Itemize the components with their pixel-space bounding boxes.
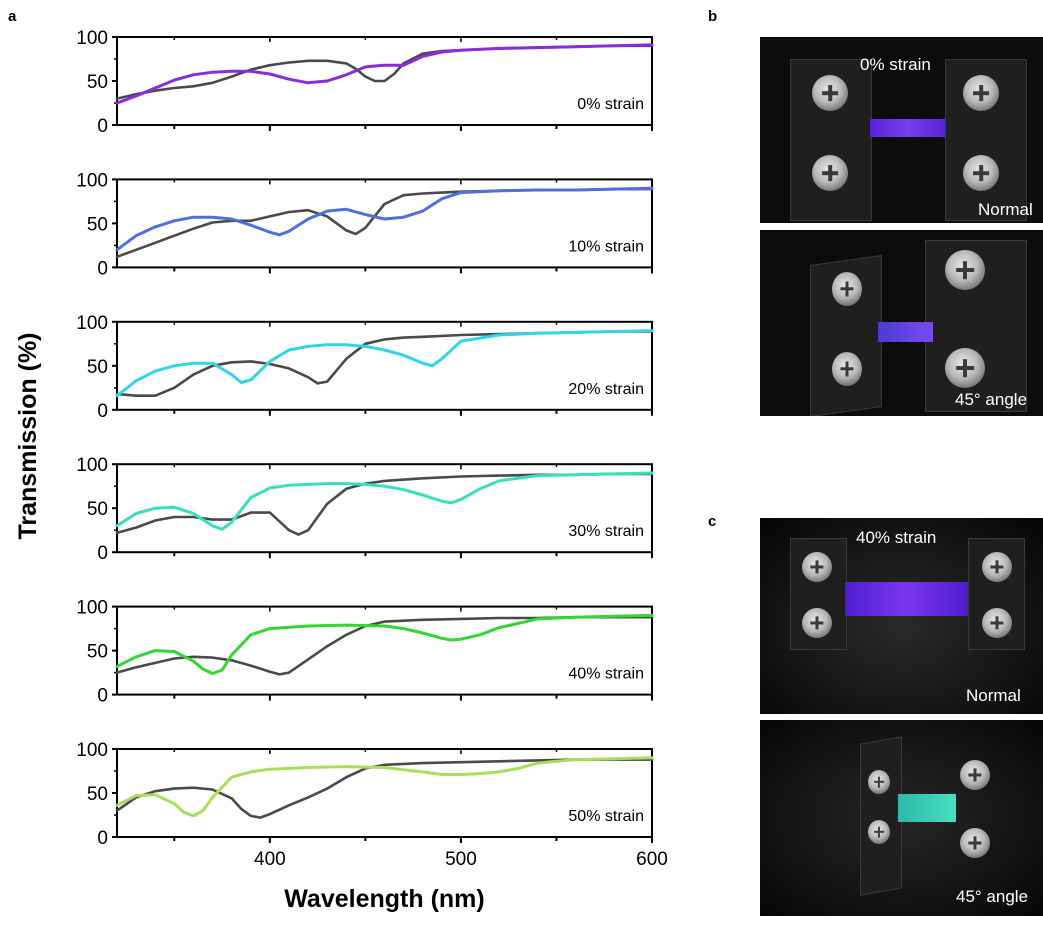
y-tick-label: 50 xyxy=(87,357,108,378)
screw-icon xyxy=(812,155,848,191)
y-tick-label: 100 xyxy=(76,455,108,476)
x-axis-title: Wavelength (nm) xyxy=(284,885,484,913)
y-tick-label: 0 xyxy=(97,686,108,707)
reference-series-line xyxy=(115,472,654,536)
photo-c-normal: 40% strain Normal xyxy=(760,518,1043,714)
y-tick-label: 100 xyxy=(76,313,108,334)
x-tick-label: 500 xyxy=(445,849,477,870)
photo-view-label: 45° angle xyxy=(956,887,1029,906)
strain-label: 20% strain xyxy=(568,381,644,398)
y-tick-label: 0 xyxy=(97,116,108,137)
screw-icon xyxy=(963,155,999,191)
photo-b-normal: 0% strain Normal xyxy=(760,37,1043,223)
photo-c-angle: 45° angle xyxy=(760,720,1043,916)
y-tick-label: 50 xyxy=(87,499,108,520)
screw-icon xyxy=(945,348,985,388)
y-tick-label: 100 xyxy=(76,598,108,619)
strain-series-line xyxy=(115,756,654,818)
screw-icon xyxy=(982,608,1012,638)
film-sample xyxy=(898,794,956,822)
screw-icon xyxy=(832,352,862,386)
panel-letter-a: a xyxy=(8,8,17,25)
strain-series-line xyxy=(115,471,654,531)
strain-series-line xyxy=(115,329,654,398)
strain-label: 40% strain xyxy=(568,666,644,683)
clamp-left xyxy=(860,736,902,896)
strain-label: 50% strain xyxy=(568,808,644,825)
photo-strain-label: 0% strain xyxy=(860,55,931,74)
y-tick-label: 0 xyxy=(97,543,108,564)
panel-letter-b: b xyxy=(708,8,718,25)
photo-view-label: 45° angle xyxy=(955,390,1028,409)
photo-b-angle: 45° angle xyxy=(760,230,1043,416)
reference-series-line xyxy=(115,44,654,100)
x-tick-label: 400 xyxy=(254,849,286,870)
photo-view-label: Normal xyxy=(966,686,1021,705)
screw-icon xyxy=(812,75,848,111)
y-tick-label: 100 xyxy=(76,170,108,191)
screw-icon xyxy=(945,250,985,290)
y-tick-label: 0 xyxy=(97,401,108,422)
screw-icon xyxy=(868,820,890,844)
y-tick-label: 50 xyxy=(87,214,108,235)
film-sample xyxy=(870,119,945,137)
panel-letter-c: c xyxy=(708,513,717,530)
film-sample xyxy=(878,322,933,342)
screw-icon xyxy=(963,75,999,111)
y-tick-label: 100 xyxy=(76,28,108,49)
reference-series-line xyxy=(115,758,654,819)
strain-label: 10% strain xyxy=(568,238,644,255)
y-tick-label: 100 xyxy=(76,740,108,761)
strain-series-line xyxy=(115,43,654,105)
screw-icon xyxy=(802,552,832,582)
transmission-chart: 0 50 100 0% strain 0 50 100 10% strain 0 50 100 20%… xyxy=(14,28,668,913)
y-tick-label: 50 xyxy=(87,642,108,663)
screw-icon xyxy=(832,272,862,306)
screw-icon xyxy=(868,770,890,794)
y-tick-label: 50 xyxy=(87,72,108,93)
film-sample xyxy=(845,582,968,616)
x-tick-label: 600 xyxy=(636,849,668,870)
photo-view-label: Normal xyxy=(978,200,1033,219)
screw-icon xyxy=(982,552,1012,582)
screw-icon xyxy=(960,828,990,858)
y-axis-title: Transmission (%) xyxy=(14,333,42,540)
strain-series-line xyxy=(115,613,654,675)
y-tick-label: 50 xyxy=(87,784,108,805)
photo-strain-label: 40% strain xyxy=(856,528,937,547)
y-tick-label: 0 xyxy=(97,258,108,279)
strain-label: 0% strain xyxy=(577,96,644,113)
y-tick-label: 0 xyxy=(97,828,108,849)
screw-icon xyxy=(802,608,832,638)
screw-icon xyxy=(960,760,990,790)
strain-series-line xyxy=(115,186,654,252)
strain-label: 30% strain xyxy=(568,523,644,540)
